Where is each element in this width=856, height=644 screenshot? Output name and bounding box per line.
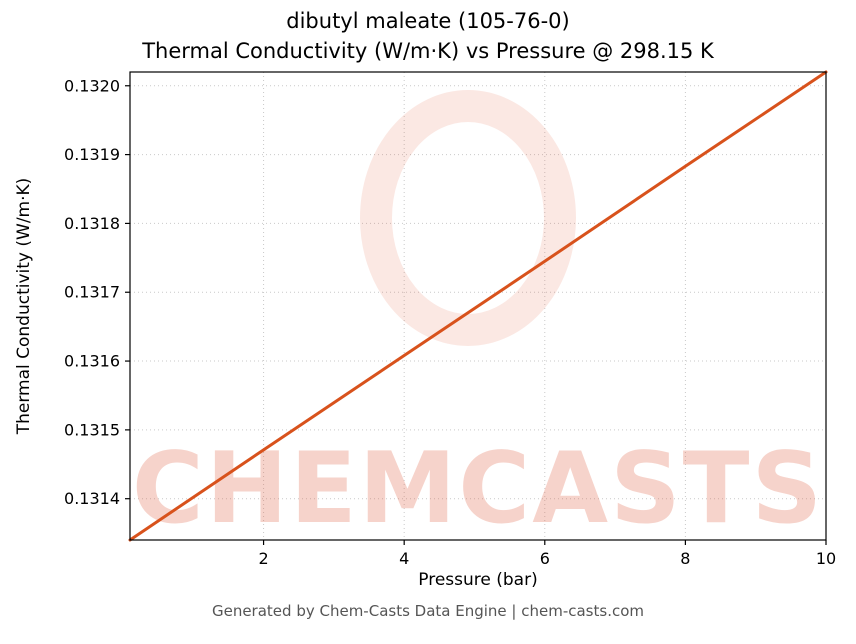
axes-border (129, 71, 827, 541)
x-tick-label: 6 (540, 549, 550, 568)
watermark-logo-ring (360, 90, 576, 346)
x-tick-label: 2 (258, 549, 268, 568)
y-tick-label: 0.1318 (64, 214, 120, 233)
chart-title-line-2: Thermal Conductivity (W/m·K) vs Pressure… (142, 39, 714, 63)
x-tick-label: 10 (816, 549, 836, 568)
y-tick-label: 0.1319 (64, 145, 120, 164)
x-axis-label: Pressure (bar) (418, 570, 538, 590)
y-tick-label: 0.1320 (64, 76, 120, 95)
x-tick-label: 4 (399, 549, 409, 568)
y-tick-label: 0.1316 (64, 352, 120, 371)
footer-attribution: Generated by Chem-Casts Data Engine | ch… (211, 602, 645, 620)
y-axis-label: Thermal Conductivity (W/m·K) (14, 177, 34, 435)
chart-title: dibutyl maleate (105-76-0) Thermal Condu… (0, 6, 856, 66)
chart-title-line-1: dibutyl maleate (105-76-0) (286, 9, 570, 33)
y-tick-label: 0.1315 (64, 420, 120, 439)
watermark-text: CHEMCASTS (132, 432, 824, 546)
data-line-thermal_conductivity_vs_pressure (128, 70, 828, 542)
x-tick-label: 8 (680, 549, 690, 568)
y-tick-label: 0.1314 (64, 489, 120, 508)
y-tick-label: 0.1317 (64, 283, 120, 302)
